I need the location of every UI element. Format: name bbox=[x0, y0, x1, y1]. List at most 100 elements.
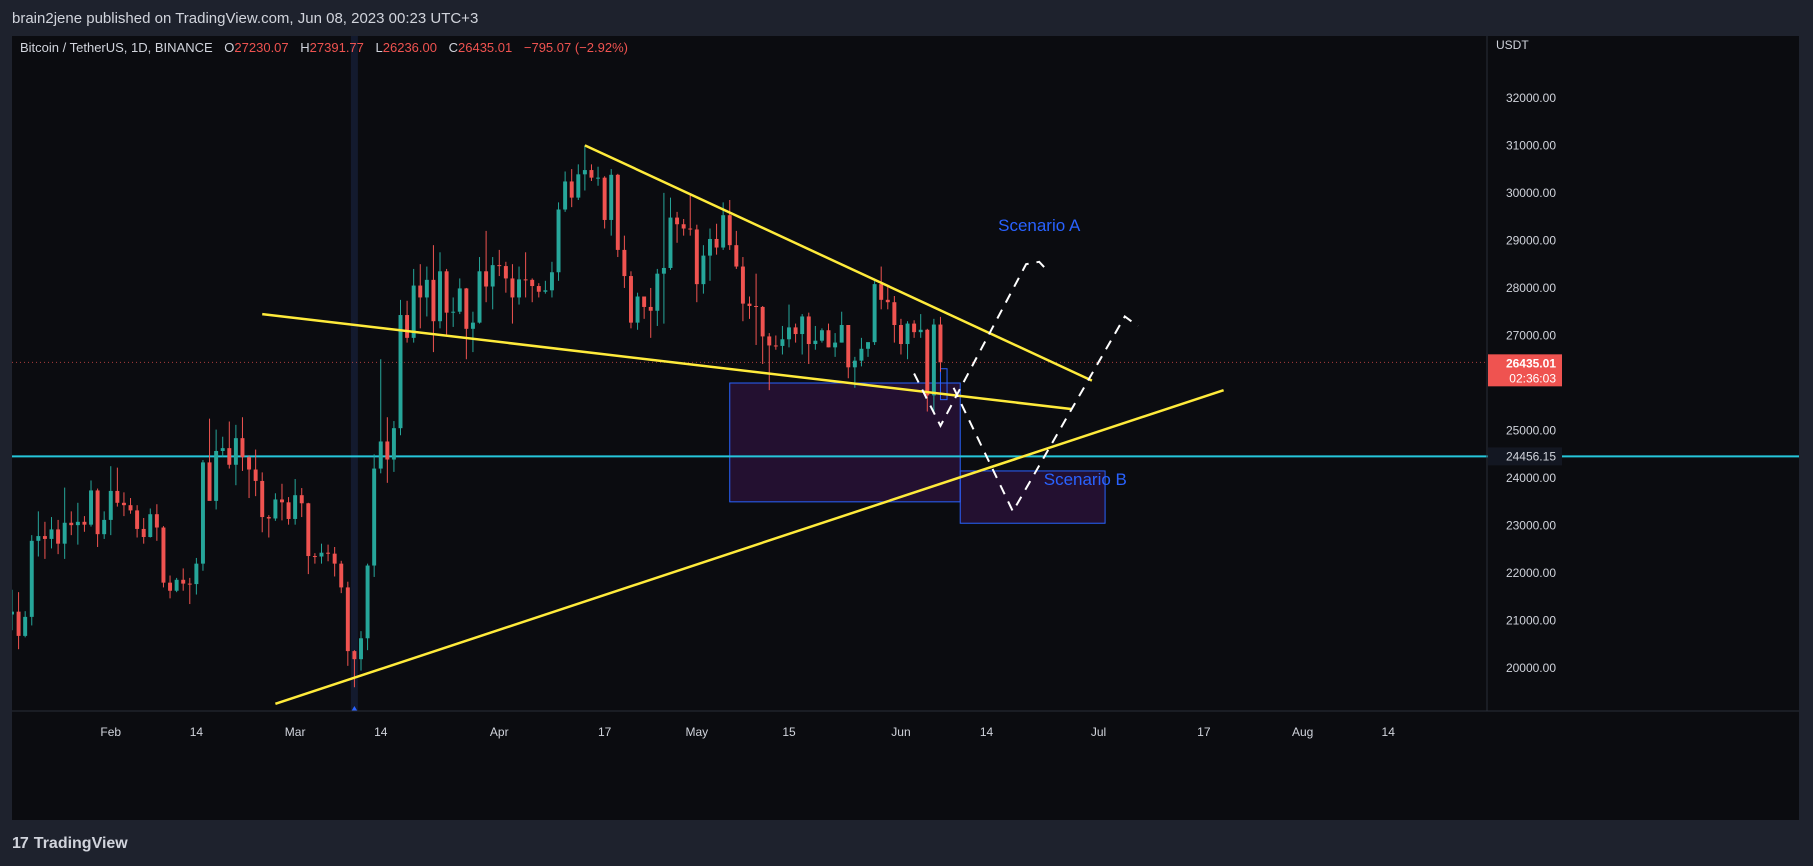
candle bbox=[424, 266, 429, 317]
candle bbox=[543, 280, 548, 294]
candle bbox=[905, 321, 910, 360]
y-tick-label: 31000.00 bbox=[1506, 138, 1556, 152]
scenario-b-path[interactable] bbox=[952, 315, 1139, 514]
candle-body bbox=[681, 224, 686, 229]
candle bbox=[266, 515, 271, 538]
candle-body bbox=[286, 502, 291, 519]
candle-body bbox=[767, 336, 772, 346]
candle-body bbox=[431, 279, 436, 322]
support-price-badge: 24456.15 bbox=[1488, 447, 1562, 466]
candle bbox=[484, 230, 489, 303]
footer-bar: 17 TradingView bbox=[0, 820, 1813, 866]
candle bbox=[444, 268, 449, 336]
descending-resistance-line[interactable] bbox=[584, 144, 1093, 382]
candle-body bbox=[194, 563, 199, 585]
open-value: 27230.07 bbox=[234, 40, 288, 55]
tradingview-logo[interactable]: 17 TradingView bbox=[12, 834, 128, 854]
candle-body bbox=[214, 450, 219, 501]
candle-body bbox=[62, 522, 67, 544]
y-tick-label: 27000.00 bbox=[1506, 328, 1556, 342]
candle bbox=[464, 287, 469, 360]
annotation-label[interactable]: Scenario B bbox=[1044, 470, 1127, 489]
candle bbox=[345, 581, 350, 666]
candle bbox=[75, 502, 80, 545]
candle bbox=[299, 488, 304, 518]
highlight-column bbox=[350, 36, 358, 711]
candle bbox=[42, 521, 47, 559]
candle-body bbox=[839, 325, 844, 343]
candle-body bbox=[240, 438, 245, 458]
candle bbox=[326, 544, 331, 562]
candle-body bbox=[457, 288, 462, 312]
candle-body bbox=[89, 490, 93, 525]
demand-zone-lower[interactable] bbox=[959, 470, 1106, 524]
y-tick-label: 29000.00 bbox=[1506, 233, 1556, 247]
x-tick-label: 14 bbox=[374, 725, 388, 739]
candle-body bbox=[635, 296, 640, 323]
candle-body bbox=[121, 502, 126, 506]
candle bbox=[23, 611, 28, 638]
candle-body bbox=[530, 279, 535, 287]
candle bbox=[102, 511, 107, 539]
candle bbox=[675, 211, 680, 243]
y-tick-label: 21000.00 bbox=[1506, 614, 1556, 628]
candlestick-chart[interactable]: Scenario A Scenario B 32000.00 31000.00 300… bbox=[12, 36, 1799, 820]
last-price-label: 26435.01 bbox=[1506, 356, 1556, 370]
candle bbox=[754, 273, 759, 345]
candle bbox=[398, 299, 403, 436]
candle bbox=[391, 421, 396, 472]
x-tick-label: Apr bbox=[490, 725, 509, 739]
candle-body bbox=[754, 306, 759, 307]
candle bbox=[233, 424, 238, 486]
annotation-label[interactable]: Scenario A bbox=[998, 216, 1081, 235]
descending-support-line[interactable] bbox=[262, 312, 1073, 411]
candle bbox=[135, 505, 140, 538]
candle bbox=[312, 553, 317, 564]
scenario-a-path[interactable] bbox=[913, 260, 1047, 428]
candle-body bbox=[727, 215, 732, 246]
candle-body bbox=[714, 238, 719, 248]
candle bbox=[668, 197, 673, 270]
ascending-support-line[interactable] bbox=[275, 388, 1224, 706]
candle-body bbox=[365, 565, 370, 639]
candle-body bbox=[187, 583, 192, 585]
candle bbox=[29, 535, 34, 626]
candle-body bbox=[563, 181, 568, 210]
candle bbox=[200, 460, 205, 571]
candle bbox=[497, 249, 502, 277]
candle-body bbox=[675, 217, 680, 225]
candle-body bbox=[859, 348, 864, 361]
candle bbox=[510, 264, 515, 324]
candle-body bbox=[694, 229, 699, 285]
chart-area[interactable]: Scenario A Scenario B 32000.00 31000.00 300… bbox=[12, 36, 1799, 820]
candle bbox=[918, 314, 923, 338]
candle-body bbox=[102, 519, 107, 535]
highlight-marker bbox=[351, 706, 358, 711]
candle-body bbox=[464, 288, 469, 329]
candle bbox=[95, 488, 100, 548]
candle-body bbox=[266, 517, 271, 519]
x-tick-label: 15 bbox=[782, 725, 796, 739]
candle-body bbox=[174, 579, 179, 591]
candle-body bbox=[29, 540, 34, 617]
candle bbox=[69, 511, 74, 536]
candle bbox=[253, 449, 258, 497]
demand-zone-upper[interactable] bbox=[729, 382, 961, 503]
low-value: 26236.00 bbox=[383, 40, 437, 55]
candle bbox=[141, 518, 146, 544]
x-tick-label: Mar bbox=[285, 725, 306, 739]
candle bbox=[819, 328, 824, 343]
candle-body bbox=[233, 438, 238, 465]
candle-body bbox=[536, 286, 541, 292]
small-box[interactable] bbox=[939, 368, 948, 401]
candle bbox=[372, 454, 377, 577]
candle bbox=[866, 342, 871, 357]
candle-body bbox=[582, 170, 587, 175]
candle bbox=[365, 563, 370, 651]
candle bbox=[339, 560, 344, 594]
candle bbox=[536, 283, 541, 298]
candle bbox=[161, 526, 166, 588]
candle-body bbox=[497, 265, 502, 267]
candle-body bbox=[543, 290, 548, 292]
candle-body bbox=[141, 528, 146, 538]
